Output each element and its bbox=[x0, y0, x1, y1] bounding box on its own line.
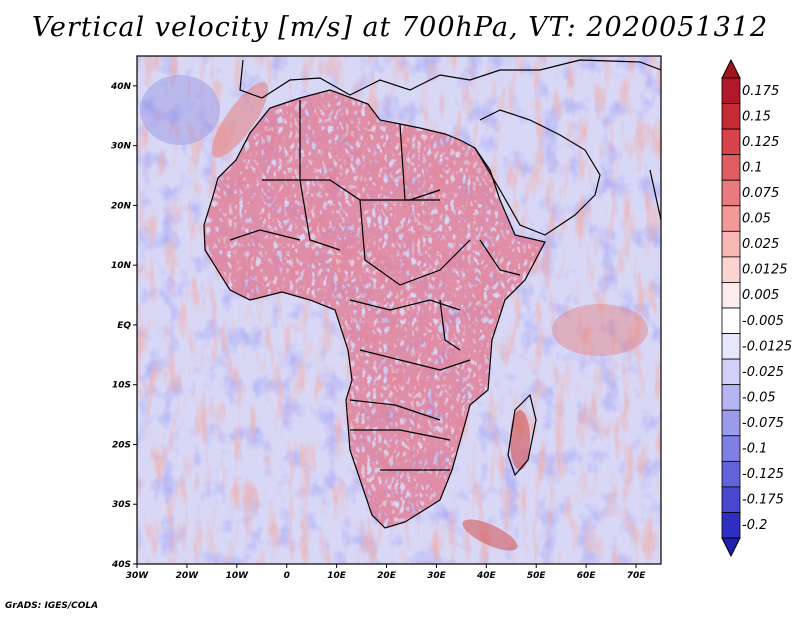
colorbar-label: -0.075 bbox=[742, 416, 784, 431]
colorbar-segment bbox=[721, 230, 741, 258]
colorbar-segment bbox=[721, 307, 741, 334]
colorbar-label: 0.05 bbox=[742, 212, 771, 227]
lat-tick-label: 20S bbox=[112, 440, 131, 450]
colorbar-segment bbox=[721, 128, 741, 156]
lon-tick-label: 30E bbox=[427, 571, 447, 581]
lon-tick-label: 10E bbox=[327, 571, 347, 581]
colorbar-segment bbox=[721, 179, 741, 207]
colorbar-label: -0.2 bbox=[742, 518, 767, 533]
plot-frame bbox=[136, 55, 662, 565]
lat-tick-label: 30N bbox=[111, 142, 132, 152]
colorbar-segment bbox=[721, 512, 741, 539]
lat-tick-label: EQ bbox=[117, 321, 131, 331]
colorbar-segment bbox=[721, 205, 741, 232]
chart-title: Vertical velocity [m/s] at 700hPa, VT: 2… bbox=[31, 12, 769, 43]
lon-tick-label: 40E bbox=[476, 571, 497, 581]
colorbar-segment bbox=[721, 358, 741, 386]
lat-tick-label: 40S bbox=[111, 560, 131, 570]
colorbar: 0.175 0.15 0.125 0.1 0.075 0.05 0.025 0.0125 0.0… bbox=[721, 58, 792, 558]
colorbar-segment bbox=[721, 409, 741, 437]
lon-tick-label: 30W bbox=[126, 571, 150, 581]
lon-tick-label: 20E bbox=[377, 571, 397, 581]
lat-tick-label: 10N bbox=[111, 261, 132, 271]
lon-tick-label: 10W bbox=[226, 571, 250, 581]
colorbar-segment bbox=[721, 333, 741, 360]
colorbar-label: 0.1 bbox=[742, 160, 763, 175]
colorbar-label: 0.075 bbox=[742, 186, 779, 201]
lon-tick-label: 20W bbox=[176, 571, 200, 581]
colorbar-label: -0.005 bbox=[742, 314, 784, 329]
lat-tick-label: 20N bbox=[111, 201, 132, 211]
lon-tick-label: 0 bbox=[284, 571, 290, 581]
colorbar-label: 0.125 bbox=[742, 135, 779, 150]
colorbar-top-arrow bbox=[721, 58, 741, 79]
colorbar-label: -0.175 bbox=[742, 493, 784, 508]
colorbar-segment bbox=[721, 282, 741, 309]
colorbar-label: -0.05 bbox=[742, 390, 776, 405]
lat-tick-label: 10S bbox=[112, 381, 131, 391]
colorbar-label: -0.125 bbox=[742, 467, 784, 482]
colorbar-segment bbox=[721, 384, 741, 411]
colorbar-label: -0.0125 bbox=[742, 339, 792, 354]
lon-tick-label: 70E bbox=[627, 571, 647, 581]
lon-tick-label: 60E bbox=[577, 571, 597, 581]
colorbar-label: 0.15 bbox=[742, 109, 771, 124]
colorbar-bottom-arrow bbox=[721, 537, 741, 558]
colorbar-segment bbox=[721, 486, 741, 513]
colorbar-segment bbox=[721, 154, 741, 181]
colorbar-segment bbox=[721, 435, 741, 462]
colorbar-label: 0.025 bbox=[742, 237, 779, 252]
colorbar-label: -0.025 bbox=[742, 365, 784, 380]
colorbar-label: 0.0125 bbox=[742, 263, 788, 278]
lat-tick-label: 40N bbox=[110, 82, 132, 92]
colorbar-segment bbox=[721, 77, 741, 104]
colorbar-segment bbox=[721, 103, 741, 130]
velocity-field bbox=[137, 56, 661, 564]
footer-credit: GrADS: IGES/COLA bbox=[5, 601, 99, 611]
colorbar-label: 0.005 bbox=[742, 288, 779, 303]
colorbar-segment bbox=[721, 256, 741, 283]
coastlines bbox=[203, 59, 661, 529]
colorbar-label: -0.1 bbox=[742, 442, 767, 457]
lat-tick-label: 30S bbox=[112, 500, 131, 510]
colorbar-segment bbox=[721, 460, 741, 488]
colorbar-label: 0.175 bbox=[742, 84, 779, 99]
map-axes: 30W 20W 10W 0 10E 20E 30E 40E 50E 60E 70E 40N 30N 20N… bbox=[110, 82, 646, 581]
lon-tick-label: 50E bbox=[527, 571, 547, 581]
